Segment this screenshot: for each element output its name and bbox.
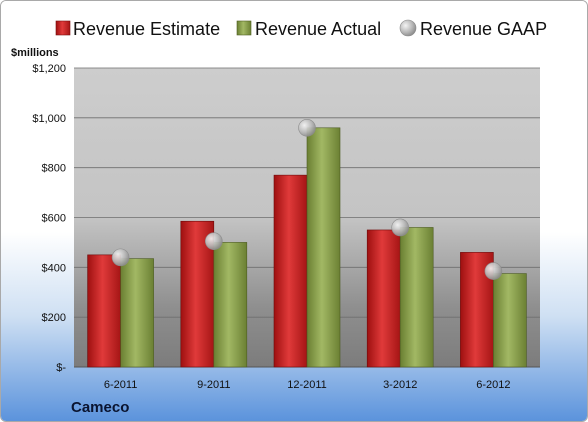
legend-swatch-estimate xyxy=(55,20,71,36)
legend-swatch-actual xyxy=(236,20,252,36)
y-tick-label: $400 xyxy=(42,262,66,274)
legend-item-actual: Revenue Actual xyxy=(236,19,381,39)
bar-actual xyxy=(120,258,154,368)
legend-label-estimate: Revenue Estimate xyxy=(73,19,220,39)
marker-gaap xyxy=(298,119,316,137)
gaap-markers xyxy=(111,119,503,280)
y-tick-label: $600 xyxy=(42,213,66,225)
bar-actual xyxy=(493,273,527,368)
bar-actual xyxy=(399,227,434,368)
x-tick-label: 6-2012 xyxy=(476,379,510,391)
x-tick-label: 12-2011 xyxy=(287,379,327,391)
marker-gaap xyxy=(205,232,223,250)
marker-gaap xyxy=(111,248,130,267)
y-tick-label: $1,200 xyxy=(32,63,66,75)
y-tick-label: $800 xyxy=(42,163,66,175)
legend-item-estimate: Revenue Estimate xyxy=(55,19,220,39)
bar-estimate xyxy=(273,174,308,368)
legend-marker-gaap xyxy=(399,19,417,37)
x-tick-label: 9-2011 xyxy=(197,379,230,391)
y-unit-label: $millions xyxy=(11,47,59,59)
company-name: Cameco xyxy=(71,399,129,416)
y-axis-ticks: $- $200 $400 $600 $800 $1,000 $1,200 xyxy=(32,63,66,374)
legend: Revenue Estimate Revenue Actual Revenue … xyxy=(55,19,547,39)
y-tick-label: $200 xyxy=(42,312,66,324)
x-tick-label: 6-2011 xyxy=(104,379,137,391)
legend-label-gaap: Revenue GAAP xyxy=(420,19,547,39)
x-axis-ticks: 6-2011 9-2011 12-2011 3-2012 6-2012 xyxy=(104,379,511,391)
bar-actual xyxy=(306,127,341,368)
x-tick-label: 3-2012 xyxy=(383,379,417,391)
bar-estimate xyxy=(366,229,401,368)
y-tick-label: $1,000 xyxy=(32,113,66,125)
legend-label-actual: Revenue Actual xyxy=(255,19,381,39)
bar-estimate xyxy=(87,254,121,368)
marker-gaap xyxy=(484,262,503,280)
legend-item-gaap: Revenue GAAP xyxy=(399,19,547,39)
bar-actual xyxy=(213,242,248,368)
y-tick-label: $- xyxy=(56,362,66,374)
marker-gaap xyxy=(391,218,410,237)
